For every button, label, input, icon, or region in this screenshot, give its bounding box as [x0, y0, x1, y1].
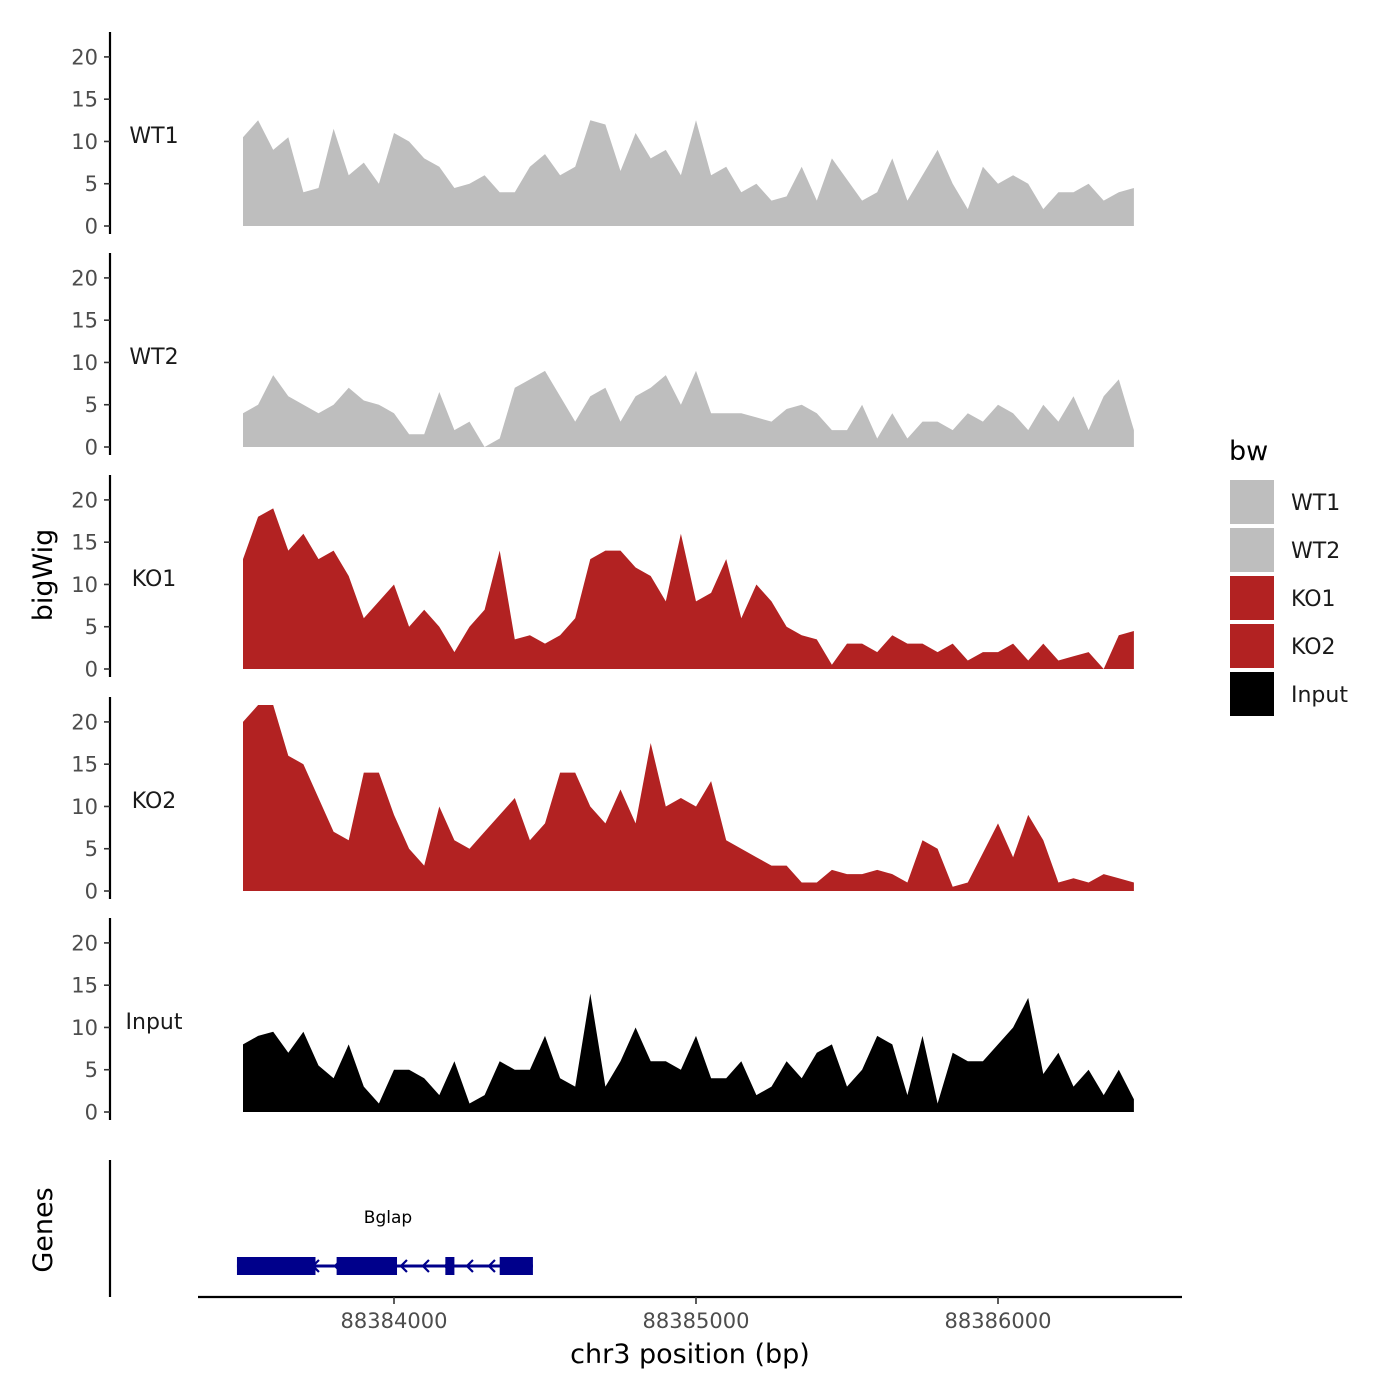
x-axis-title: chr3 position (bp)	[570, 1339, 810, 1370]
legend-label-wt2: WT2	[1291, 539, 1340, 564]
y-tick-label: 5	[85, 1058, 98, 1082]
y-tick-label: 0	[85, 215, 98, 239]
gene-exon	[236, 1257, 316, 1275]
y-tick-label: 20	[71, 45, 98, 69]
legend-label-wt1: WT1	[1291, 491, 1340, 516]
area-input	[243, 993, 1134, 1112]
gene-track: Bglap	[108, 1160, 533, 1297]
y-tick-label: 10	[71, 1016, 98, 1040]
y-tick-label: 15	[71, 309, 98, 333]
legend-swatch-wt1	[1230, 480, 1274, 524]
x-tick-label: 88386000	[945, 1309, 1052, 1333]
y-tick-label: 10	[71, 351, 98, 375]
gene-exon	[445, 1257, 455, 1275]
area-ko2	[243, 705, 1134, 891]
strand-arrow	[487, 1259, 496, 1273]
strand-arrow	[421, 1259, 430, 1273]
y-tick-label: 0	[85, 658, 98, 682]
y-tick-label: 10	[71, 573, 98, 597]
track-label: WT2	[129, 345, 178, 370]
gene-name-label: Bglap	[364, 1208, 412, 1228]
legend-swatch-input	[1230, 672, 1274, 716]
legend-title: bw	[1229, 436, 1268, 467]
legend: bw WT1 WT2 KO1 KO2 Input	[1229, 436, 1348, 716]
y-tick-label: 15	[71, 753, 98, 777]
y-tick-label: 10	[71, 795, 98, 819]
y-axis-title: bigWig	[28, 529, 59, 622]
gene-track-title: Genes	[28, 1187, 59, 1272]
track-ko2: 0 5 10 15 20 KO2	[71, 697, 1134, 904]
track-label: KO2	[132, 789, 177, 814]
y-tick-label: 5	[85, 615, 98, 639]
track-ko1: 0 5 10 15 20 KO1	[71, 475, 1134, 682]
y-tick-label: 15	[71, 88, 98, 112]
legend-swatch-wt2	[1230, 528, 1274, 572]
y-tick-label: 15	[71, 531, 98, 555]
signal-tracks: 0 5 10 15 20 WT1 0 5 10 15 20 WT2 0 5 10 15 20 KO1 0 5 10 15 2…	[71, 32, 1134, 1125]
y-tick-label: 20	[71, 488, 98, 512]
y-tick-label: 5	[85, 837, 98, 861]
y-tick-label: 0	[85, 1101, 98, 1125]
gene-exon	[499, 1257, 533, 1275]
legend-swatch-ko2	[1230, 624, 1274, 668]
legend-swatch-ko1	[1230, 576, 1274, 620]
track-label: KO1	[132, 567, 177, 592]
y-tick-label: 0	[85, 880, 98, 904]
y-tick-label: 10	[71, 130, 98, 154]
x-tick-label: 88385000	[643, 1309, 750, 1333]
area-wt2	[243, 370, 1134, 447]
x-tick-label: 88384000	[341, 1309, 448, 1333]
track-label: WT1	[129, 124, 178, 149]
track-label: Input	[126, 1010, 183, 1035]
gene-exon	[336, 1257, 398, 1275]
track-wt2: 0 5 10 15 20 WT2	[71, 253, 1134, 460]
strand-arrow	[465, 1259, 474, 1273]
x-axis: 88384000 88385000 88386000	[198, 1295, 1182, 1333]
y-tick-label: 20	[71, 931, 98, 955]
legend-label-ko2: KO2	[1291, 635, 1336, 660]
y-tick-label: 5	[85, 172, 98, 196]
y-tick-label: 20	[71, 266, 98, 290]
y-tick-label: 5	[85, 393, 98, 417]
area-ko1	[243, 508, 1134, 669]
strand-arrow	[399, 1259, 408, 1273]
area-wt1	[243, 120, 1134, 226]
track-input: 0 5 10 15 20 Input	[71, 918, 1134, 1125]
y-tick-label: 15	[71, 974, 98, 998]
y-tick-label: 0	[85, 436, 98, 460]
y-tick-label: 20	[71, 710, 98, 734]
track-wt1: 0 5 10 15 20 WT1	[71, 32, 1134, 239]
legend-label-ko1: KO1	[1291, 587, 1336, 612]
legend-label-input: Input	[1291, 683, 1348, 708]
